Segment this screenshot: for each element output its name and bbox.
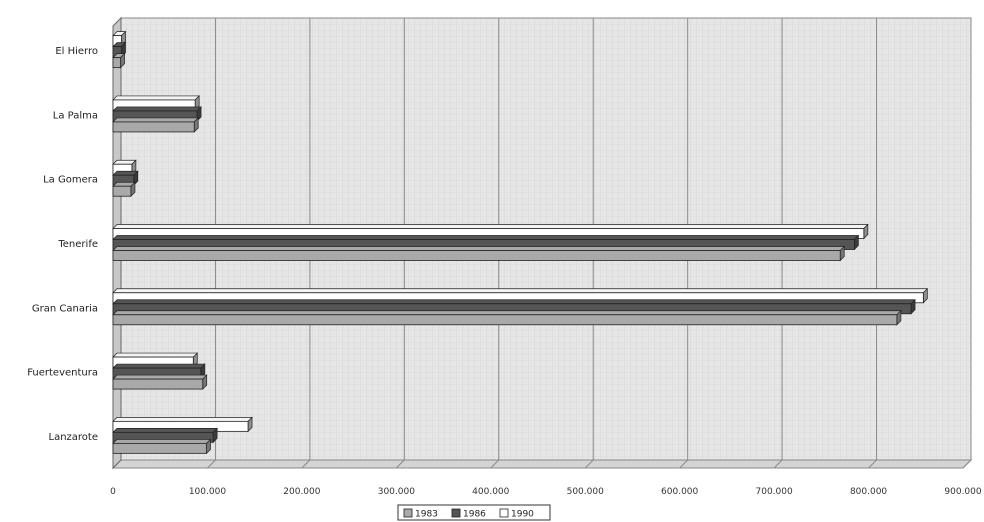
gridline-floor	[301, 459, 311, 469]
x-tick-labels: 0 100.000 200.000 300.000 400.000 500.000 600.…	[110, 487, 982, 497]
floor	[111, 459, 973, 469]
category-label: La Gomera	[43, 175, 98, 186]
bar	[112, 245, 846, 262]
x-tick-label: 100.000	[189, 487, 226, 497]
bar	[112, 374, 208, 390]
category-label: El Hierro	[55, 46, 98, 57]
legend: 1983 1986 1990	[397, 504, 551, 521]
gridline-floor	[584, 459, 594, 469]
bars	[112, 30, 929, 455]
bar	[112, 352, 199, 368]
legend-entry: 1986	[463, 510, 486, 520]
bar	[112, 52, 126, 69]
legend-swatch	[403, 508, 413, 518]
category-label: Fuerteventura	[27, 368, 98, 379]
gridline-floor	[773, 459, 783, 469]
x-tick-label: 600.000	[661, 487, 698, 497]
bar	[112, 41, 127, 58]
legend-box	[397, 504, 551, 521]
bar	[112, 287, 929, 304]
x-tick-label: 400.000	[472, 487, 509, 497]
bar	[112, 95, 201, 111]
bar	[112, 363, 206, 379]
gridline-floor	[868, 459, 877, 469]
bar	[112, 30, 127, 47]
bar	[112, 309, 902, 326]
gridline-floor	[490, 459, 500, 469]
bar	[112, 117, 200, 133]
x-tick-label: 900.000	[944, 487, 981, 497]
category-label: Gran Canaria	[32, 303, 98, 314]
gridline-floor	[679, 459, 689, 469]
x-tick-label: 800.000	[850, 487, 887, 497]
category-label: Tenerife	[57, 239, 98, 250]
legend-entry: 1983	[415, 510, 438, 520]
legend-swatch	[451, 508, 461, 518]
bar	[112, 438, 212, 455]
gridline-floor	[962, 459, 972, 469]
category-label: Lanzarote	[49, 432, 99, 443]
x-tick-label: 700.000	[756, 487, 793, 497]
x-tick-label: 200.000	[283, 487, 320, 497]
gridline-floor	[207, 459, 216, 469]
bar	[112, 181, 136, 198]
x-tick-label: 500.000	[567, 487, 604, 497]
x-tick-label: 0	[110, 487, 116, 497]
category-labels: El Hierro La Palma La Gomera Tenerife Gran C…	[27, 46, 98, 443]
bar	[112, 170, 139, 187]
legend-entry: 1990	[511, 510, 534, 520]
legend-swatch	[499, 508, 509, 518]
x-tick-label: 300.000	[378, 487, 415, 497]
gridline-floor	[395, 459, 405, 469]
category-label: La Palma	[53, 110, 98, 121]
